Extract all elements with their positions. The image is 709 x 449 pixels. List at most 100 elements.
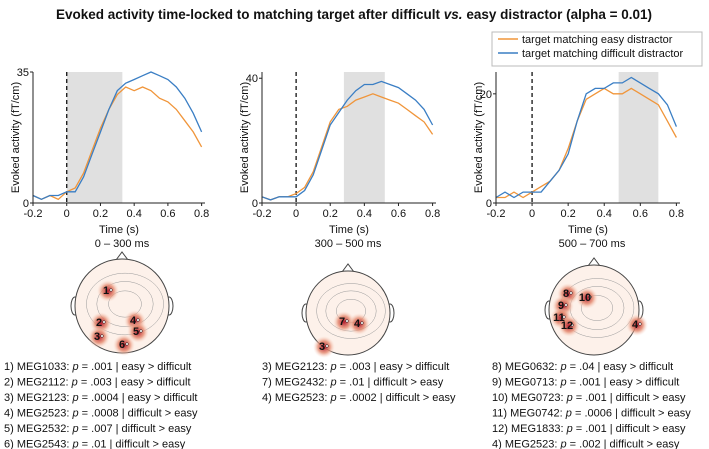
sensor-entry: 9) MEG0713: p = .001 | easy > difficult: [492, 377, 679, 389]
entry-sensor: 3) MEG2123:: [262, 361, 327, 373]
sensor-entry: 3) MEG2123: p = .003 | easy > difficult: [262, 361, 449, 373]
x-tick-label: 0.8: [669, 208, 684, 220]
entry-stat: p: [559, 361, 566, 373]
entry-sensor: 11) MEG0742:: [492, 408, 563, 420]
legend-label: target matching difficult distractor: [522, 48, 684, 60]
activation-blob: [626, 314, 648, 336]
entry-sensor: 4) MEG2523:: [4, 408, 69, 420]
sensor-dot: [564, 303, 568, 307]
sensor-marker: 3: [319, 341, 325, 353]
legend-box: [491, 31, 703, 67]
entry-stat: p: [566, 392, 573, 404]
sensor-dot: [136, 318, 140, 322]
y-tick-label: 35: [17, 67, 29, 79]
sensor-dot: [109, 288, 113, 292]
sensor-marker: 4: [354, 318, 361, 330]
sensor-entry: 12) MEG1833: p = .001 | difficult > easy: [492, 423, 686, 435]
contour: [96, 281, 154, 327]
activation-blob: [97, 280, 119, 302]
sensor-dot: [139, 329, 143, 333]
title-part: easy distractor (alpha = 0.01): [466, 7, 652, 22]
entry-sensor: 2) MEG2112:: [4, 377, 69, 389]
sensor-marker: 8: [563, 288, 569, 300]
sensor-dot: [638, 322, 642, 326]
entry-sensor: 1) MEG1033:: [4, 361, 69, 373]
entry-stat: p: [329, 392, 336, 404]
entry-result: = .0004 | easy > difficult: [82, 392, 198, 404]
entry-stat: p: [329, 361, 336, 373]
sensor-marker: 9: [558, 300, 564, 312]
entry-result: = .001 | easy > difficult: [82, 361, 192, 373]
activation-blob: [88, 326, 110, 348]
data-line: [32, 71, 203, 201]
sensor-entry: 4) MEG2523: p = .0002 | difficult > easy: [262, 392, 456, 404]
sensor-entry: 11) MEG0742: p = .0006 | difficult > eas…: [492, 408, 691, 420]
highlight-window: [66, 72, 123, 203]
entry-sensor: 10) MEG0723:: [492, 392, 564, 404]
x-tick-label: 0: [293, 208, 299, 220]
entry-result: = .04 | easy > difficult: [570, 361, 674, 373]
entry-result: = .003 | easy > difficult: [340, 361, 450, 373]
sensor-entry: 10) MEG0723: p = .001 | difficult > easy: [492, 392, 686, 404]
sensor-entry: 4) MEG2523: p = .002 | difficult > easy: [492, 439, 680, 449]
y-tick-label: 20: [480, 89, 492, 101]
entry-result: = .01 | difficult > easy: [82, 439, 186, 449]
x-tick-label: -0.2: [24, 208, 43, 220]
activation-blob: [576, 287, 598, 309]
entry-stat: p: [71, 408, 78, 420]
activation-blob: [313, 336, 335, 358]
x-axis-label: Time (s): [99, 224, 139, 236]
sensor-dot: [588, 295, 592, 299]
entry-sensor: 6) MEG2543:: [4, 439, 69, 449]
x-tick-label: 0: [64, 208, 70, 220]
x-tick-label: 0.4: [127, 208, 142, 220]
y-tick-label: 0: [252, 198, 258, 210]
sensor-dot: [562, 315, 566, 319]
sensor-entry: 3) MEG2123: p = .0004 | easy > difficult: [4, 392, 197, 404]
sensor-dot: [125, 342, 129, 346]
sensor-entry: 6) MEG2543: p = .01 | difficult > easy: [4, 439, 186, 449]
highlight-window: [618, 72, 659, 203]
x-tick-label: 0.6: [391, 208, 406, 220]
entry-result: = .002 | difficult > easy: [570, 439, 680, 449]
x-axis-label: Time (s): [568, 224, 608, 236]
activation-blob: [348, 313, 370, 335]
sensor-marker: 3: [94, 331, 100, 343]
entry-sensor: 12) MEG1833:: [492, 423, 564, 435]
activation-blob: [127, 321, 149, 343]
entry-stat: p: [565, 408, 572, 420]
x-tick-label: 0.8: [194, 208, 209, 220]
data-line: [261, 80, 434, 201]
x-tick-label: 0.4: [357, 208, 372, 220]
contour: [316, 283, 386, 339]
sensor-marker: 4: [130, 315, 137, 327]
sensor-entry: 7) MEG2432: p = .01 | difficult > easy: [262, 377, 444, 389]
entry-result: = .003 | easy > difficult: [81, 377, 191, 389]
x-tick-label: 0.6: [633, 208, 648, 220]
entry-result: = .0008 | difficult > easy: [82, 408, 198, 420]
highlight-window: [343, 72, 385, 203]
entry-stat: p: [566, 423, 573, 435]
entry-stat: p: [559, 377, 566, 389]
x-tick-label: 0.8: [425, 208, 440, 220]
window-caption: 300 – 500 ms: [315, 238, 382, 250]
y-tick-label: 0: [486, 198, 492, 210]
y-axis-label: Evoked activity (fT/cm): [473, 82, 485, 193]
entry-stat: p: [329, 377, 336, 389]
entry-stat: p: [559, 439, 566, 449]
y-tick-label: 0: [23, 198, 29, 210]
sensor-entry: 4) MEG2523: p = .0008 | difficult > easy: [4, 408, 198, 420]
sensor-entry: 5) MEG2532: p = .007 | difficult > easy: [4, 423, 192, 435]
y-axis-label: Evoked activity (fT/cm): [239, 82, 251, 193]
sensor-dot: [360, 321, 364, 325]
sensor-entry: 2) MEG2112: p = .003 | easy > difficult: [4, 377, 191, 389]
sensor-marker: 12: [561, 320, 573, 332]
sensor-dot: [570, 323, 574, 327]
x-tick-label: 0: [529, 208, 535, 220]
x-tick-label: 0.2: [93, 208, 108, 220]
window-caption: 0 – 300 ms: [95, 238, 150, 250]
legend-label: target matching easy distractor: [522, 34, 673, 46]
entry-stat: p: [71, 423, 78, 435]
sensor-dot: [102, 320, 106, 324]
